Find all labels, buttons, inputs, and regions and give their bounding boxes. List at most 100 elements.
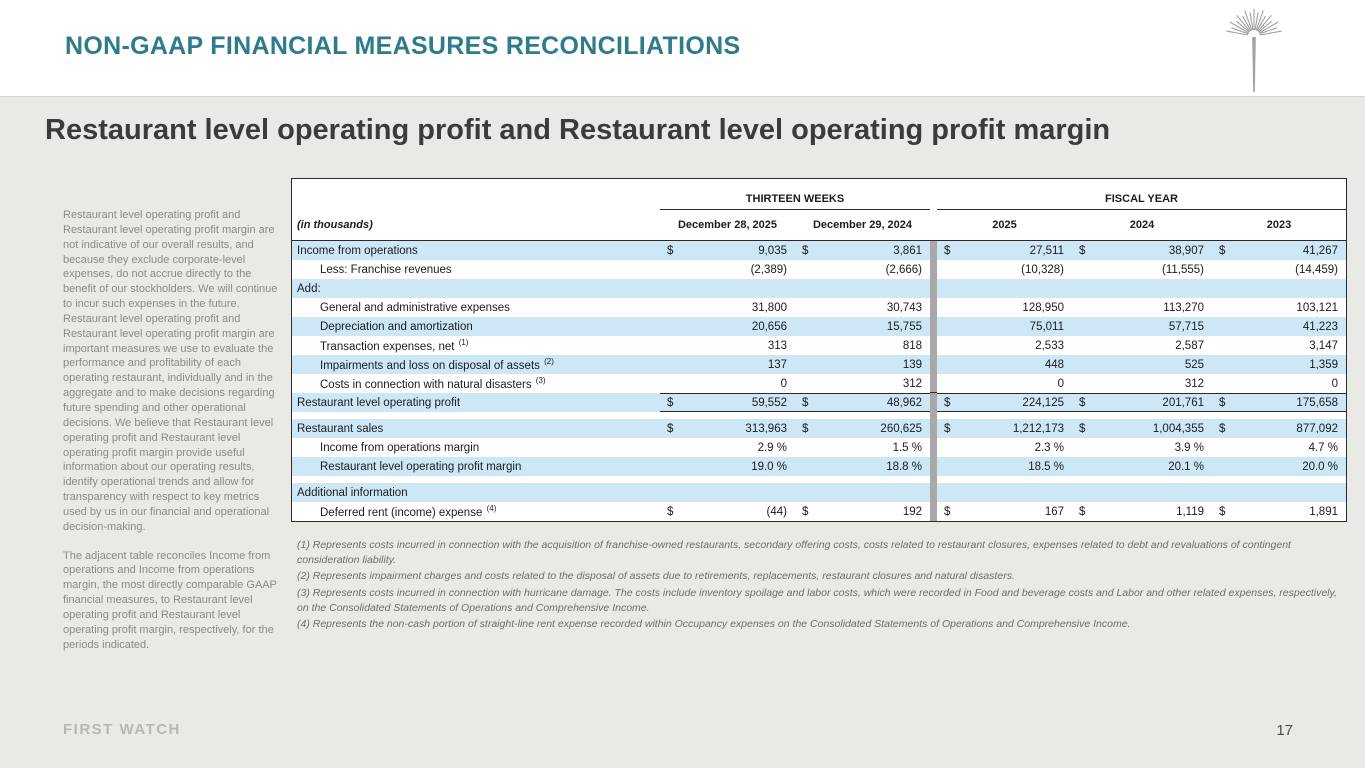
row-label: Restaurant level operating profit margin [320, 460, 522, 473]
value-cell: 30,743 [795, 298, 930, 317]
value-cell: 0 [1212, 374, 1346, 393]
table-row: Transaction expenses, net (1) 313 818 2,533… [292, 336, 1346, 355]
value-cell: 4.7 % [1212, 438, 1346, 457]
table-row [292, 476, 1346, 483]
table-row: Impairments and loss on disposal of asse… [292, 355, 1346, 374]
value-cell: $201,761 [1072, 393, 1212, 412]
cell-value: 41,267 [1302, 244, 1338, 257]
value-cell: 2,533 [937, 336, 1072, 355]
value-cell: (2,666) [795, 260, 930, 279]
value-cell: 20,656 [660, 317, 795, 336]
cell-value: 167 [1044, 505, 1064, 518]
group-header-thirteen-weeks: THIRTEEN WEEKS [660, 179, 930, 210]
table-row: General and administrative expenses 31,80… [292, 298, 1346, 317]
top-header: NON-GAAP FINANCIAL MEASURES RECONCILIATI… [0, 0, 1365, 97]
group-header-gap [930, 179, 937, 210]
cell-value: 1,212,173 [1012, 422, 1064, 435]
group-header-spacer [292, 179, 660, 210]
table-row: Additional information [292, 483, 1346, 502]
table-row: Less: Franchise revenues (2,389) (2,666) (1… [292, 260, 1346, 279]
group-header-fiscal-year: FISCAL YEAR [937, 179, 1346, 210]
dollar-sign: $ [1219, 396, 1226, 409]
value-cell: 113,270 [1072, 298, 1212, 317]
column-group-divider [930, 483, 937, 502]
column-group-divider [930, 438, 937, 457]
value-cell: 2,587 [1072, 336, 1212, 355]
cell-value: 175,658 [1296, 396, 1338, 409]
sidebar-commentary: Restaurant level operating profit and Re… [63, 208, 282, 666]
cell-value: 103,121 [1296, 301, 1338, 314]
value-cell: 0 [660, 374, 795, 393]
column-group-divider [930, 419, 937, 438]
value-cell: 448 [937, 355, 1072, 374]
header-title: NON-GAAP FINANCIAL MEASURES RECONCILIATI… [65, 32, 741, 60]
cell-value: 113,270 [1163, 301, 1204, 314]
cell-value: 3.9 % [1174, 441, 1204, 454]
cell-value: 818 [902, 339, 922, 352]
cell-value: (44) [766, 505, 787, 518]
table-row: Add: [292, 279, 1346, 298]
value-cell: 1,359 [1212, 355, 1346, 374]
value-cell [937, 476, 1072, 483]
value-cell: $877,092 [1212, 419, 1346, 438]
value-cell: 18.8 % [795, 457, 930, 476]
column-header-dec-29-2024: December 29, 2024 [812, 219, 913, 231]
column-group-divider [930, 279, 937, 298]
cell-value: 1.5 % [892, 441, 922, 454]
value-cell: (11,555) [1072, 260, 1212, 279]
dollar-sign: $ [1219, 244, 1226, 257]
footnote: (4) Represents the non-cash portion of s… [297, 618, 1131, 631]
cell-value: (10,328) [1021, 263, 1064, 276]
table-row: Restaurant level operating profit margin… [292, 457, 1346, 476]
reconciliation-table: THIRTEEN WEEKS FISCAL YEAR (in thousands… [291, 178, 1347, 522]
cell-value: 224,125 [1022, 396, 1064, 409]
value-cell: 31,800 [660, 298, 795, 317]
dollar-sign: $ [802, 505, 809, 518]
row-label: Additional information [297, 486, 408, 499]
cell-value: 201,761 [1162, 396, 1204, 409]
cell-value: 20.1 % [1168, 460, 1204, 473]
cell-value: 1,891 [1309, 505, 1338, 518]
column-group-divider [930, 374, 937, 393]
value-cell: 18.5 % [937, 457, 1072, 476]
dollar-sign: $ [944, 505, 951, 518]
value-cell [937, 412, 1072, 419]
column-group-divider [930, 412, 937, 419]
value-cell [1212, 483, 1346, 502]
unit-label: (in thousands) [297, 219, 373, 231]
value-cell: $3,861 [795, 241, 930, 260]
value-cell: 103,121 [1212, 298, 1346, 317]
cell-value: 19.0 % [751, 460, 787, 473]
table-row: Depreciation and amortization 20,656 15,75… [292, 317, 1346, 336]
value-cell: 20.1 % [1072, 457, 1212, 476]
cell-value: 312 [902, 377, 922, 390]
cell-value: 20.0 % [1302, 460, 1338, 473]
value-cell: 3,147 [1212, 336, 1346, 355]
cell-value: 525 [1184, 358, 1204, 371]
value-cell: 312 [1072, 374, 1212, 393]
value-cell: (10,328) [937, 260, 1072, 279]
value-cell: (14,459) [1212, 260, 1346, 279]
page-title: Restaurant level operating profit and Re… [45, 114, 1111, 146]
cell-value: 448 [1044, 358, 1064, 371]
value-cell: (2,389) [660, 260, 795, 279]
footnote-marker: (4) [484, 504, 497, 514]
table-row: Costs in connection with natural disaste… [292, 374, 1346, 393]
column-group-divider [930, 457, 937, 476]
value-cell: 2.3 % [937, 438, 1072, 457]
cell-value: 75,011 [1029, 320, 1064, 333]
dollar-sign: $ [802, 244, 809, 257]
value-cell: $38,907 [1072, 241, 1212, 260]
cell-value: 15,755 [886, 320, 922, 333]
table-group-header-row: THIRTEEN WEEKS FISCAL YEAR [292, 179, 1346, 210]
row-label: General and administrative expenses [320, 301, 510, 314]
commentary-paragraph-2: The adjacent table reconciles Income fro… [63, 549, 277, 651]
column-group-divider [930, 260, 937, 279]
cell-value: 1,004,355 [1152, 422, 1204, 435]
table-row: Income from operations $9,035 $3,861 $27,51… [292, 241, 1346, 260]
dollar-sign: $ [944, 422, 951, 435]
footnote: (2) Represents impairment charges and co… [297, 570, 1015, 583]
cell-value: (2,666) [885, 263, 922, 276]
value-cell: $175,658 [1212, 393, 1346, 412]
row-label: Depreciation and amortization [320, 320, 473, 333]
